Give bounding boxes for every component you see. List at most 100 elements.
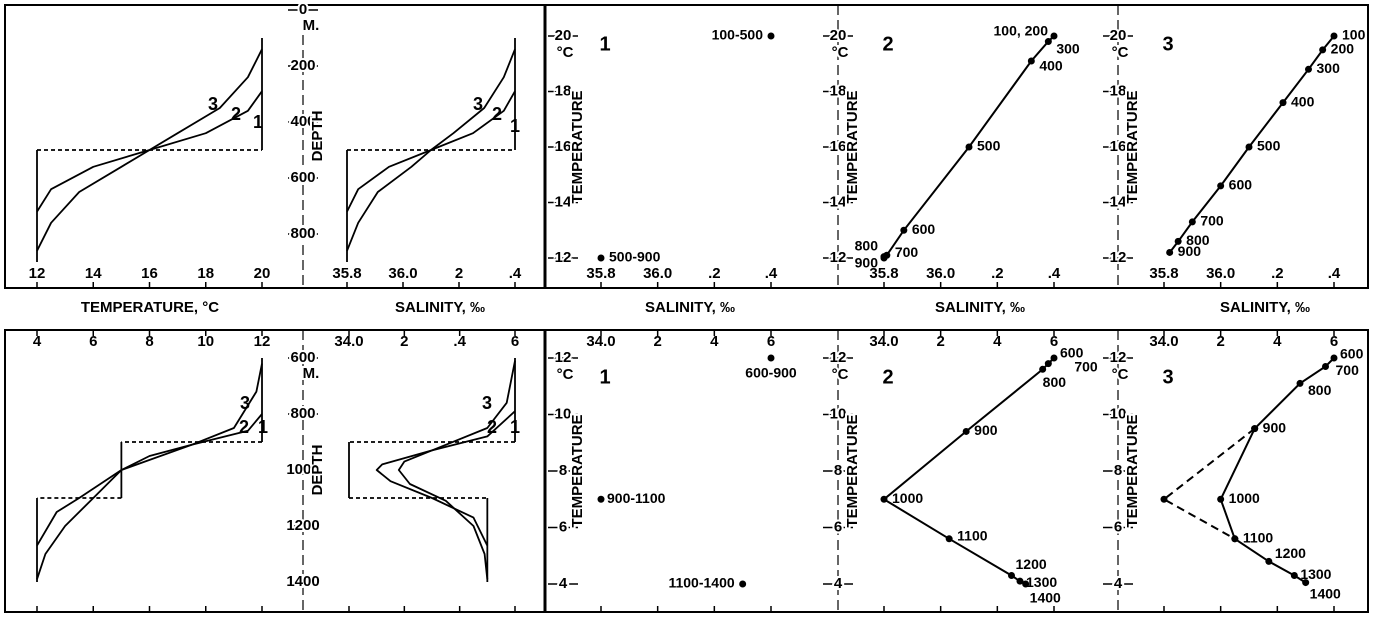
ts-point (1016, 577, 1024, 585)
x-tick-label: 18 (197, 265, 214, 282)
y-tick-label: 800 (290, 225, 315, 242)
x-tick-label: .2 (991, 265, 1004, 282)
point-label: 1200 (1016, 556, 1047, 572)
x-tick-label: 36.0 (643, 265, 672, 282)
x-tick-label: 35.8 (586, 265, 615, 282)
y-tick-label: 1200 (286, 517, 319, 534)
y-axis-label: DEPTH (309, 445, 326, 496)
y-tick-label: 16 (1110, 138, 1127, 155)
x-tick-label: 16 (141, 265, 158, 282)
y-tick-label: 6 (834, 518, 842, 535)
ts-point (1290, 572, 1298, 580)
x-tick-label: .4 (1328, 265, 1341, 282)
point-label: 800 (1043, 374, 1067, 390)
y-axis-label: TEMPERATURE (569, 90, 586, 203)
x-tick-label: .4 (509, 265, 522, 282)
x-tick-label: 12 (254, 333, 271, 350)
point-label: 400 (1291, 93, 1315, 109)
top-frame (4, 4, 1369, 289)
panel-number: 3 (1162, 366, 1173, 388)
x-tick-label: 36.0 (1206, 265, 1235, 282)
x-tick-label: 34.0 (334, 333, 363, 350)
panel-number: 2 (882, 366, 893, 388)
point-label: 900 (855, 255, 879, 271)
ts-point (1245, 143, 1253, 151)
y-unit: °C (1112, 366, 1129, 383)
profile-curve (346, 48, 516, 252)
ts-point (1302, 579, 1310, 587)
y-tick-label: 4 (559, 575, 568, 592)
y-tick-label: 18 (1110, 82, 1127, 99)
x-tick-label: 4 (993, 333, 1002, 350)
x-tick-label: 4 (33, 333, 42, 350)
y-tick-label: 14 (830, 193, 847, 210)
y-unit: °C (557, 366, 574, 383)
x-tick-label: 6 (767, 333, 775, 350)
curve-label: 3 (208, 94, 218, 114)
ts-point (880, 495, 888, 503)
x-tick-label: 2 (400, 333, 408, 350)
point-label: 600 (1229, 177, 1253, 193)
y-unit: M. (303, 365, 320, 382)
ts-point (1050, 32, 1058, 40)
point-label: 1100 (957, 528, 988, 544)
ts-point (1160, 495, 1168, 503)
point-label: 700 (895, 244, 919, 260)
y-tick-label: 10 (555, 405, 572, 422)
ts-point (1217, 495, 1225, 503)
x-tick-label: .4 (1048, 265, 1061, 282)
curve-label: 3 (240, 393, 250, 413)
y-tick-label: 8 (559, 462, 567, 479)
y-tick-label: 200 (290, 57, 315, 74)
y-unit: °C (832, 44, 849, 61)
point-label: 1300 (1300, 566, 1331, 582)
y-axis-label: TEMPERATURE (844, 90, 861, 203)
y-tick-label: 16 (555, 138, 572, 155)
point-label: 500 (1257, 138, 1281, 154)
ts-point (1188, 218, 1196, 226)
ts-point (767, 32, 775, 40)
point-label: 300 (1317, 60, 1341, 76)
x-tick-label: 6 (511, 333, 519, 350)
x-tick-label: 8 (145, 333, 153, 350)
x-axis-label: SALINITY, ‰ (645, 299, 735, 316)
panel-number: 1 (599, 366, 610, 388)
point-label: 500-900 (609, 249, 661, 265)
x-tick-label: 4 (1273, 333, 1282, 350)
point-label: 700 (1200, 213, 1224, 229)
point-label: 700 (1074, 358, 1098, 374)
y-axis-label: TEMPERATURE (1124, 90, 1141, 203)
x-axis-label: SALINITY, ‰ (395, 299, 485, 316)
point-label: 900 (1178, 243, 1202, 259)
point-label: 1000 (892, 490, 923, 506)
point-label: 800 (1308, 382, 1332, 398)
y-tick-label: 10 (830, 405, 847, 422)
curve-label: 3 (473, 94, 483, 114)
point-label: 1100-1400 (668, 575, 734, 591)
ts-point (1265, 557, 1273, 565)
ts-point (1330, 354, 1338, 362)
y-tick-label: 12 (830, 249, 847, 266)
curve-label: 1 (510, 417, 520, 437)
ts-point (1330, 32, 1338, 40)
curve-label: 2 (231, 104, 241, 124)
x-tick-label: 6 (89, 333, 97, 350)
curve-label: 1 (253, 112, 263, 132)
x-tick-label: 2 (653, 333, 661, 350)
x-tick-label: 2 (1216, 333, 1224, 350)
ts-point (1044, 38, 1052, 46)
ts-point (945, 535, 953, 543)
ts-point (880, 254, 888, 262)
x-tick-label: 4 (710, 333, 719, 350)
point-label: 500 (977, 138, 1001, 154)
ts-point (1296, 379, 1304, 387)
y-tick-label: 12 (1110, 249, 1127, 266)
profile-curve (36, 48, 263, 252)
point-label: 1400 (1030, 590, 1061, 606)
point-label: 900-1100 (607, 490, 666, 506)
y-axis-label: TEMPERATURE (569, 414, 586, 527)
x-axis-label: TEMPERATURE, °C (81, 299, 219, 316)
ts-point (1044, 360, 1052, 368)
profile-curve (36, 363, 263, 580)
y-tick-label: 8 (834, 462, 842, 479)
